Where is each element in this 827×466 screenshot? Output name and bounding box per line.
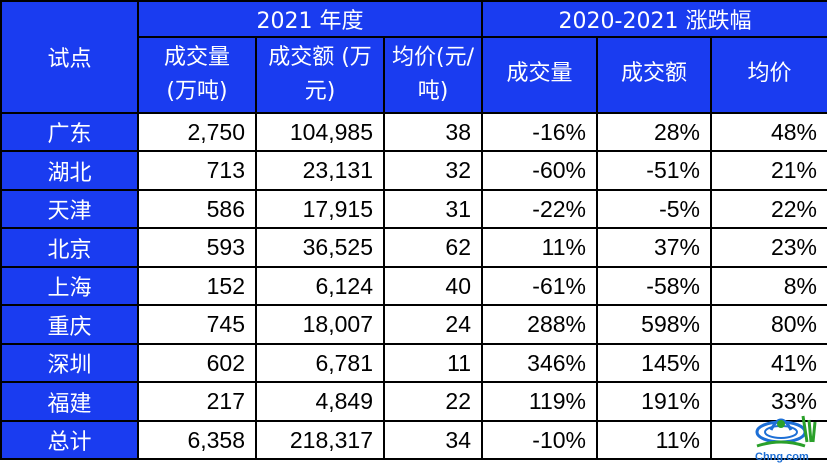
cell-chg-volume: -22%	[481, 189, 598, 229]
row-label: 北京	[0, 227, 139, 268]
col-header-chg-volume: 成交量	[481, 36, 598, 114]
cell-volume: 217	[137, 381, 257, 422]
cell-amount: 18,007	[255, 304, 385, 345]
table-row: 湖北 713 23,131 32 -60% -51% 21%	[0, 150, 827, 191]
table-row-total: 总计 6,358 218,317 34 -10% 11%	[0, 420, 827, 460]
cell-price: 31	[383, 189, 483, 229]
row-label: 深圳	[0, 343, 139, 383]
table-row: 广东 2,750 104,985 38 -16% 28% 48%	[0, 112, 827, 152]
cell-chg-price: 21%	[709, 150, 827, 191]
cell-chg-price: 80%	[709, 304, 827, 345]
cell-chg-price: 8%	[709, 266, 827, 306]
cell-price: 32	[383, 150, 483, 191]
cell-price: 24	[383, 304, 483, 345]
row-label: 天津	[0, 189, 139, 229]
cell-price: 62	[383, 227, 483, 268]
cell-chg-price: 23%	[709, 227, 827, 268]
cell-chg-price: 48%	[709, 112, 827, 152]
cell-amount: 6,124	[255, 266, 385, 306]
col-header-chg-amount: 成交额	[596, 36, 712, 114]
cell-volume: 152	[137, 266, 257, 306]
cell-chg-price: 41%	[709, 343, 827, 383]
cell-chg-amount: 145%	[596, 343, 712, 383]
row-label: 湖北	[0, 150, 139, 191]
table-row: 深圳 602 6,781 11 346% 145% 41%	[0, 343, 827, 383]
cell-chg-volume: -16%	[481, 112, 598, 152]
header-row-sub: 成交量 (万吨) 成交额 (万 元) 均价(元/ 吨) 成交量 成交额 均价	[1, 36, 827, 114]
row-label: 重庆	[0, 304, 139, 345]
cell-volume: 713	[137, 150, 257, 191]
row-label: 广东	[0, 112, 139, 152]
cell-volume: 2,750	[137, 112, 257, 152]
cell-amount: 23,131	[255, 150, 385, 191]
cell-volume: 602	[137, 343, 257, 383]
cell-price: 38	[383, 112, 483, 152]
row-label: 上海	[0, 266, 139, 306]
cell-chg-amount: 37%	[596, 227, 712, 268]
col-header-volume-line1: 成交量	[163, 45, 230, 70]
col-header-amount-line2: 元)	[304, 79, 336, 104]
cell-chg-amount: -51%	[596, 150, 712, 191]
col-header-price-line1: 均价(元/	[392, 45, 474, 70]
table-row: 福建 217 4,849 22 119% 191% 33%	[0, 381, 827, 422]
col-header-amount-line1: 成交额 (万	[268, 45, 372, 70]
col-header-chg-price: 均价	[709, 36, 827, 114]
cell-volume: 586	[137, 189, 257, 229]
cell-chg-volume: -61%	[481, 266, 598, 306]
cell-chg-amount: -5%	[596, 189, 712, 229]
col-header-volume: 成交量 (万吨)	[137, 36, 257, 114]
cell-price: 22	[383, 381, 483, 422]
cell-chg-volume: 288%	[481, 304, 598, 345]
cell-amount: 36,525	[255, 227, 385, 268]
site-logo-icon: Chng.com	[755, 415, 817, 463]
logo-text: Chng.com	[755, 451, 809, 463]
cell-price: 34	[383, 420, 483, 460]
cell-volume: 745	[137, 304, 257, 345]
cell-price: 11	[383, 343, 483, 383]
col-header-amount: 成交额 (万 元)	[255, 36, 385, 114]
cell-chg-amount: -58%	[596, 266, 712, 306]
cell-amount: 218,317	[255, 420, 385, 460]
cell-chg-volume: -10%	[481, 420, 598, 460]
logo-mark	[755, 415, 817, 448]
row-label: 福建	[0, 381, 139, 422]
cell-amount: 6,781	[255, 343, 385, 383]
group-header-change: 2020-2021 涨跌幅	[480, 0, 827, 38]
header-row-top: 试点 2021 年度 2020-2021 涨跌幅	[0, 0, 827, 114]
cell-volume: 6,358	[137, 420, 257, 460]
cell-chg-volume: 11%	[481, 227, 598, 268]
cell-chg-volume: 346%	[481, 343, 598, 383]
cell-chg-volume: -60%	[481, 150, 598, 191]
cell-price: 40	[383, 266, 483, 306]
table-row: 北京 593 36,525 62 11% 37% 23%	[0, 227, 827, 268]
cell-chg-volume: 119%	[481, 381, 598, 422]
table-row: 上海 152 6,124 40 -61% -58% 8%	[0, 266, 827, 306]
cell-chg-price: 22%	[709, 189, 827, 229]
group-header-2021: 2021 年度	[137, 0, 483, 38]
col-header-price: 均价(元/ 吨)	[383, 36, 483, 114]
cell-chg-amount: 28%	[596, 112, 712, 152]
pilot-header: 试点	[0, 0, 139, 114]
col-header-price-line2: 吨)	[417, 79, 449, 104]
row-label: 总计	[0, 420, 139, 460]
cell-volume: 593	[137, 227, 257, 268]
cell-chg-amount: 598%	[596, 304, 712, 345]
table-row: 天津 586 17,915 31 -22% -5% 22%	[0, 189, 827, 229]
cell-amount: 104,985	[255, 112, 385, 152]
cell-chg-amount: 191%	[596, 381, 712, 422]
table-row: 重庆 745 18,007 24 288% 598% 80%	[0, 304, 827, 345]
cell-chg-amount: 11%	[596, 420, 712, 460]
cell-amount: 4,849	[255, 381, 385, 422]
cell-amount: 17,915	[255, 189, 385, 229]
col-header-volume-line2: (万吨)	[166, 79, 228, 104]
